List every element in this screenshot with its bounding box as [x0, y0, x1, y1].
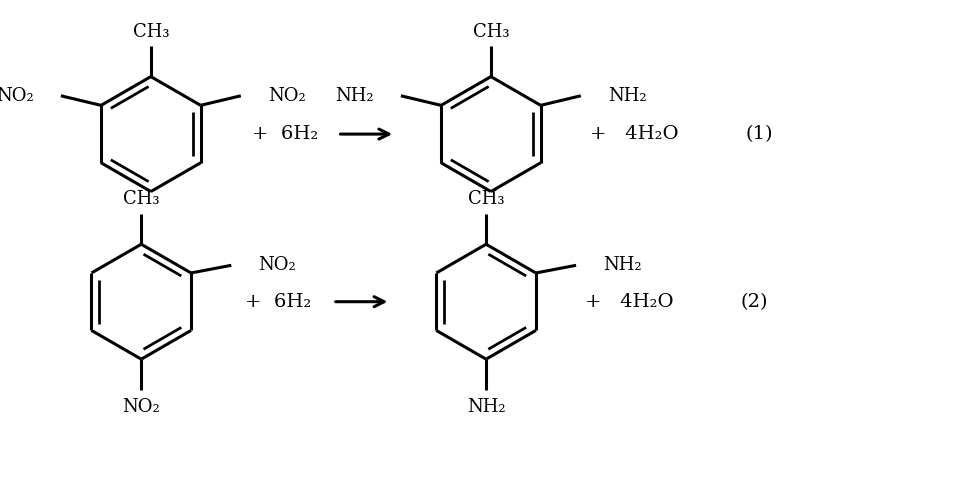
Text: NH₂: NH₂	[336, 87, 374, 105]
Text: +  6H₂: + 6H₂	[252, 125, 318, 143]
Text: NO₂: NO₂	[0, 87, 34, 105]
Text: (2): (2)	[740, 293, 768, 311]
Text: NO₂: NO₂	[258, 256, 296, 274]
Text: NO₂: NO₂	[267, 87, 305, 105]
Text: +   4H₂O: + 4H₂O	[591, 125, 678, 143]
Text: +   4H₂O: + 4H₂O	[586, 293, 675, 311]
Text: CH₃: CH₃	[468, 190, 505, 208]
Text: CH₃: CH₃	[123, 190, 159, 208]
Text: NH₂: NH₂	[467, 398, 506, 416]
Text: +  6H₂: + 6H₂	[245, 293, 312, 311]
Text: NH₂: NH₂	[603, 256, 642, 274]
Text: NH₂: NH₂	[608, 87, 647, 105]
Text: (1): (1)	[745, 125, 773, 143]
Text: CH₃: CH₃	[132, 22, 169, 40]
Text: CH₃: CH₃	[473, 22, 510, 40]
Text: NO₂: NO₂	[123, 398, 160, 416]
